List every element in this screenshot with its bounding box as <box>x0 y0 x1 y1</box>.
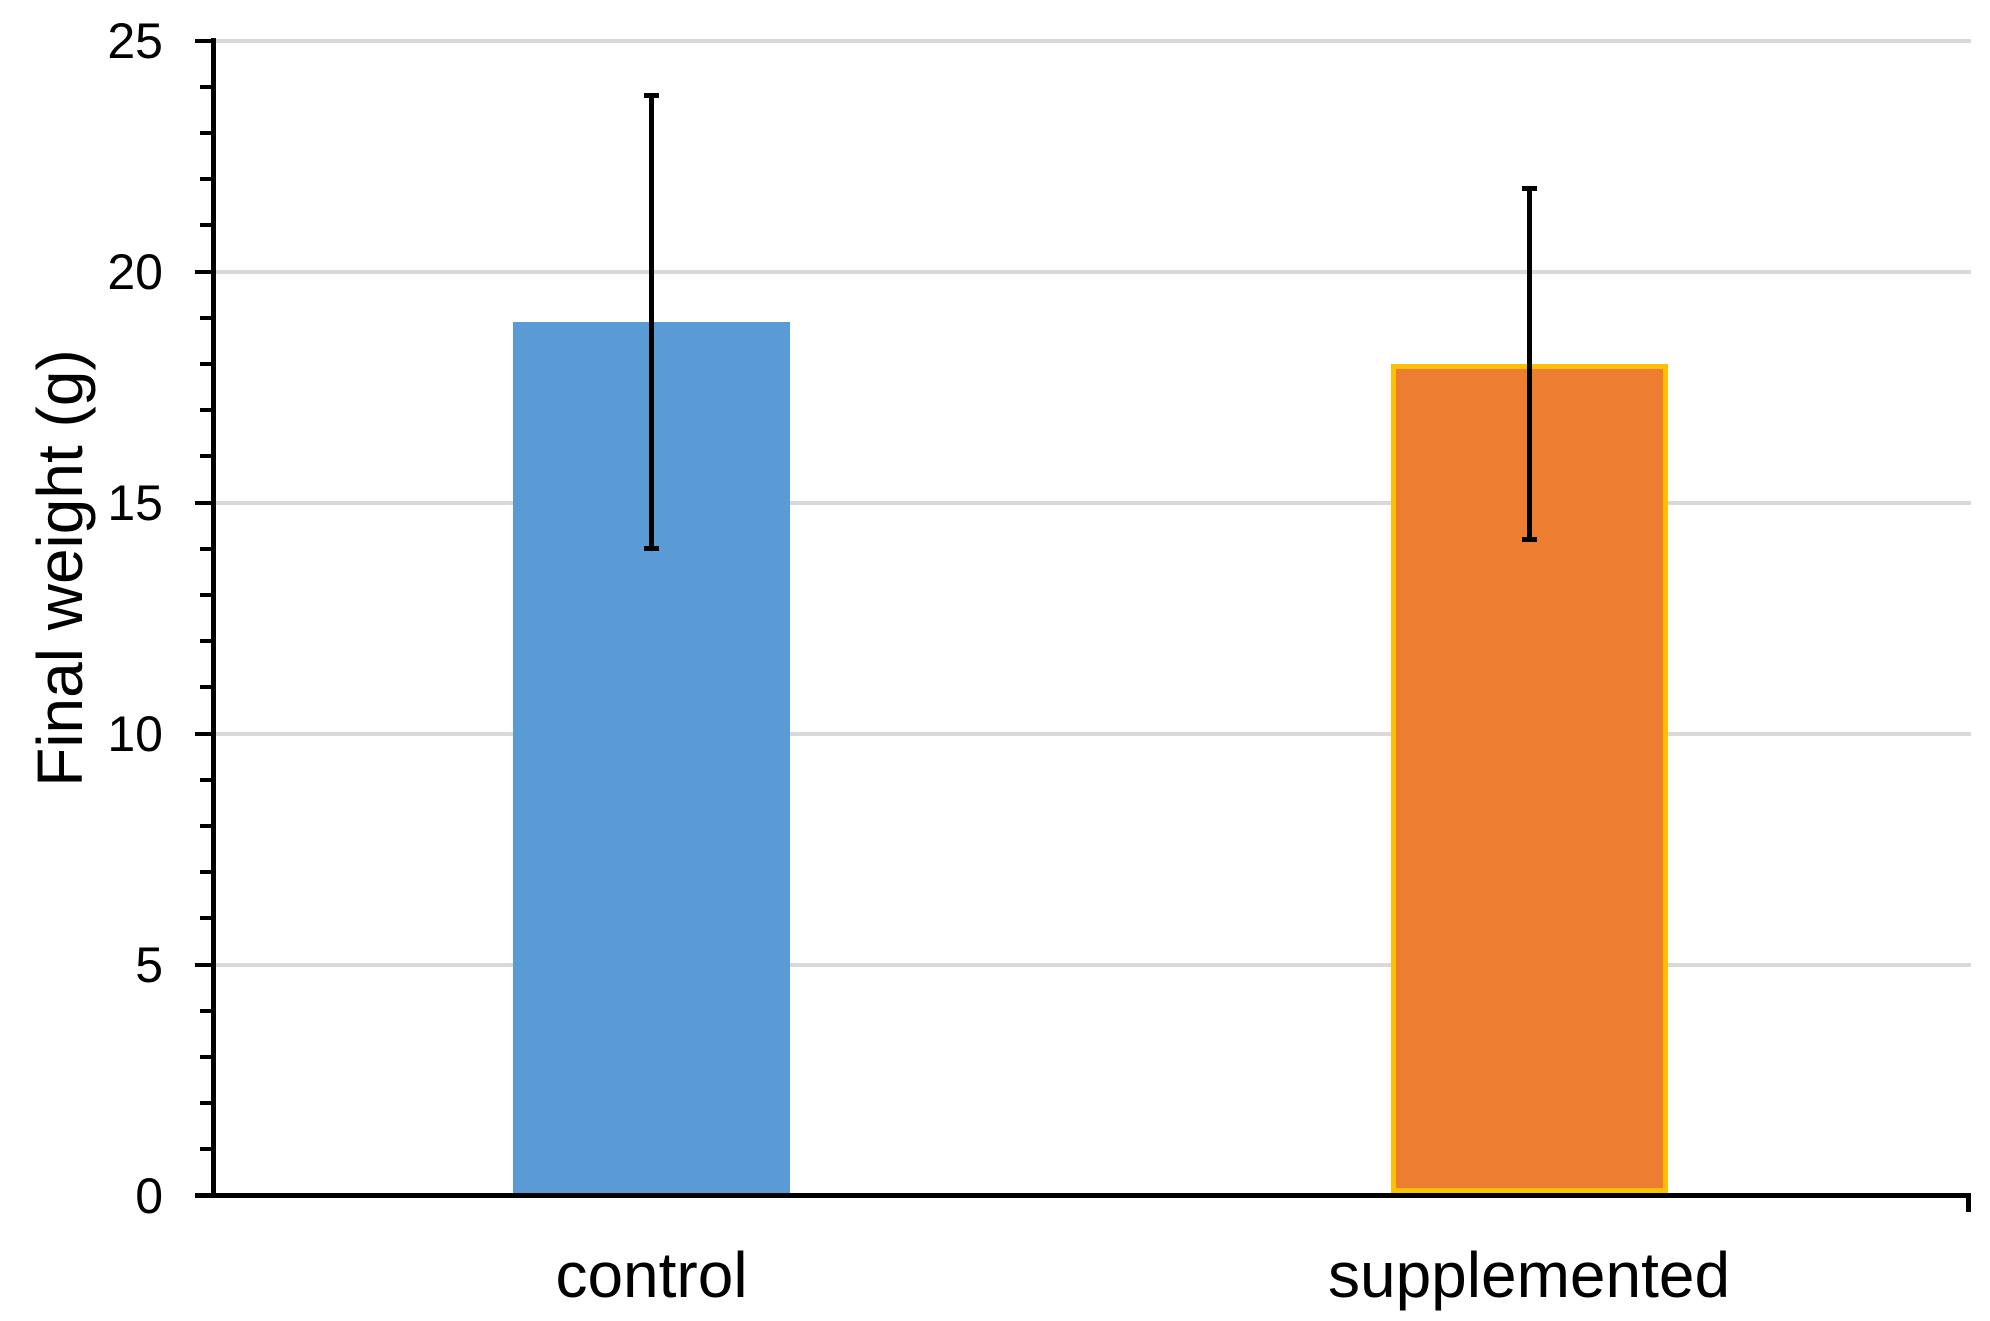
y-major-tick <box>195 731 211 736</box>
y-major-tick <box>195 500 211 505</box>
error-bar-cap-bottom-supplemented <box>1521 536 1537 542</box>
y-tick-label: 20 <box>107 243 163 300</box>
error-bar-line-supplemented <box>1526 188 1532 540</box>
category-label-supplemented: supplemented <box>1327 1239 1731 1311</box>
y-minor-tick <box>200 454 211 459</box>
gridline <box>213 269 1971 274</box>
y-tick-label: 0 <box>135 1167 163 1224</box>
y-major-tick <box>195 38 211 43</box>
error-bar-cap-top-supplemented <box>1521 185 1537 191</box>
y-minor-tick <box>200 870 211 875</box>
error-bar-cap-top-control <box>644 93 659 99</box>
y-minor-tick <box>200 823 211 828</box>
y-minor-tick <box>200 916 211 921</box>
y-minor-tick <box>200 777 211 782</box>
error-bar-line-control <box>649 95 654 549</box>
y-minor-tick <box>200 130 211 135</box>
y-minor-tick <box>200 84 211 89</box>
category-label-control: control <box>555 1239 748 1311</box>
y-tick-label: 10 <box>107 705 163 762</box>
y-tick-label: 5 <box>135 936 163 993</box>
y-tick-label: 15 <box>107 474 163 531</box>
gridline <box>213 38 1971 43</box>
y-minor-tick <box>200 1008 211 1013</box>
y-tick-label: 25 <box>107 12 163 69</box>
gridline <box>213 962 1971 967</box>
x-axis-end-tick <box>1966 1193 1971 1212</box>
y-minor-tick <box>200 408 211 413</box>
error-bar-cap-bottom-control <box>644 546 659 552</box>
y-axis-line <box>211 38 216 1198</box>
y-minor-tick <box>200 1101 211 1106</box>
gridline <box>213 731 1971 736</box>
y-minor-tick <box>200 546 211 551</box>
y-minor-tick <box>200 1147 211 1152</box>
y-minor-tick <box>200 223 211 228</box>
x-axis-line <box>195 1193 1971 1198</box>
y-minor-tick <box>200 639 211 644</box>
y-major-tick <box>195 962 211 967</box>
y-minor-tick <box>200 361 211 366</box>
gridline <box>213 500 1971 505</box>
y-minor-tick <box>200 592 211 597</box>
y-minor-tick <box>200 315 211 320</box>
y-minor-tick <box>200 1054 211 1059</box>
y-minor-tick <box>200 685 211 690</box>
y-major-tick <box>195 269 211 274</box>
y-minor-tick <box>200 177 211 182</box>
